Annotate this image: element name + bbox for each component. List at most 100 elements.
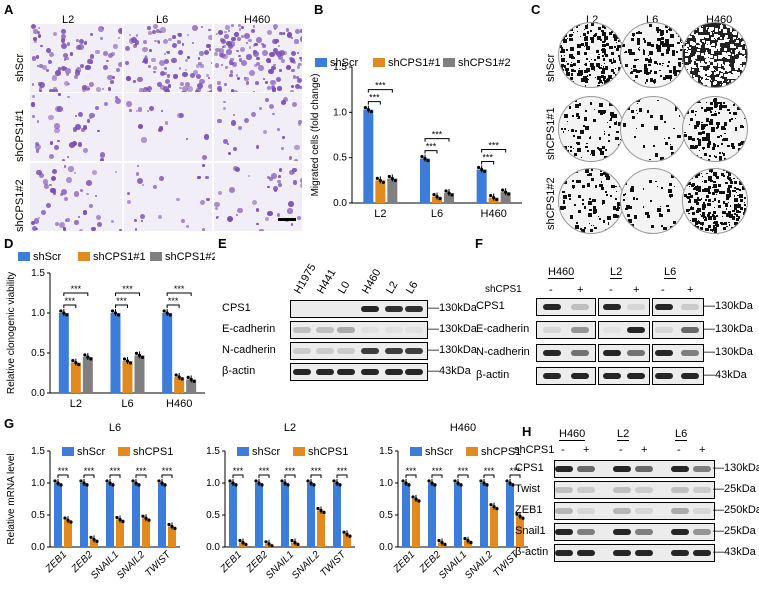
colony-dot <box>612 58 615 60</box>
cell-dot <box>238 28 241 31</box>
cell-dot <box>33 217 40 224</box>
colony-dot <box>704 179 708 183</box>
x-tick-label: SNAIL2 <box>463 549 495 581</box>
data-point <box>65 313 69 317</box>
colony-dot <box>610 113 615 118</box>
sig-label: *** <box>482 152 493 162</box>
colony-dot <box>700 43 703 46</box>
colony-dot <box>708 211 712 215</box>
cell-dot <box>36 64 40 68</box>
micrograph <box>30 163 122 231</box>
colony-dot <box>657 48 661 53</box>
cell-dot <box>59 192 63 196</box>
blot-strip <box>598 344 650 362</box>
colony-dot <box>736 214 739 216</box>
colony-dot <box>729 205 732 207</box>
colony-well <box>558 22 624 88</box>
panel-a-row-label: shScr <box>14 53 26 82</box>
band <box>337 348 355 354</box>
colony-dot <box>706 189 710 192</box>
colony-dot <box>714 63 718 67</box>
cell-dot <box>223 83 227 87</box>
blot-strip <box>536 321 596 339</box>
colony-dot <box>590 229 594 233</box>
data-point <box>322 510 326 515</box>
sig-bracket <box>405 474 417 478</box>
colony-dot <box>613 121 617 125</box>
sig-label: *** <box>426 142 437 152</box>
colony-dot <box>727 71 729 73</box>
data-point <box>174 373 178 377</box>
colony-dot <box>642 206 645 208</box>
colony-dot <box>735 80 738 84</box>
data-point <box>290 538 294 543</box>
sig-bracket <box>336 474 348 478</box>
blot-row-label: Snail1 <box>515 525 546 537</box>
cell-dot <box>241 35 245 39</box>
colony-dot <box>684 37 686 39</box>
cell-dot <box>55 221 60 226</box>
cell-dot <box>61 189 67 196</box>
colony-dot <box>599 103 603 108</box>
colony-dot <box>602 67 604 69</box>
sig-bracket <box>509 474 521 478</box>
cell-dot <box>276 179 281 184</box>
cell-dot <box>253 50 260 57</box>
colony-dot <box>689 145 694 150</box>
colony-dot <box>649 179 652 183</box>
colony-dot <box>586 23 589 26</box>
colony-well <box>682 22 748 88</box>
colony-dot <box>728 27 730 29</box>
colony-dot <box>642 188 644 190</box>
cell-dot <box>249 69 256 76</box>
colony-dot <box>569 198 571 200</box>
band <box>635 487 653 493</box>
colony-dot <box>699 156 702 160</box>
colony-dot <box>563 69 565 71</box>
cell-dot <box>167 50 171 54</box>
colony-well <box>620 22 686 88</box>
colony-dot <box>743 65 746 68</box>
kda-label: —130kDa <box>704 346 753 358</box>
colony-dot <box>740 206 744 211</box>
colony-dot <box>688 74 692 78</box>
colony-dot <box>695 145 698 148</box>
cell-dot <box>83 125 88 130</box>
colony-dot <box>614 197 618 201</box>
colony-dot <box>694 59 696 62</box>
colony-dot <box>566 149 569 153</box>
colony-dot <box>612 34 617 39</box>
cell-dot <box>173 73 178 79</box>
colony-dot <box>562 38 565 41</box>
band <box>405 327 423 333</box>
colony-dot <box>653 61 657 65</box>
colony-dot <box>663 226 667 231</box>
data-point <box>507 192 511 196</box>
colony-dot <box>698 62 702 67</box>
cell-dot <box>88 82 94 88</box>
colony-dot <box>699 67 704 72</box>
data-point <box>521 516 525 520</box>
cell-dot <box>40 44 43 48</box>
colony-dot <box>563 202 565 204</box>
cell-dot <box>152 185 157 190</box>
blot-row-label: β-actin <box>222 365 256 377</box>
colony-dot <box>615 136 619 141</box>
colony-dot <box>736 63 740 68</box>
data-point <box>257 481 261 485</box>
colony-dot <box>706 80 710 84</box>
band <box>293 348 311 354</box>
colony-dot <box>720 125 725 130</box>
colony-dot <box>705 118 709 122</box>
colony-dot <box>733 186 737 190</box>
colony-dot <box>717 43 719 45</box>
colony-dot <box>659 75 663 78</box>
cell-dot <box>281 136 285 140</box>
cell-dot <box>255 208 260 212</box>
cell-dot <box>201 163 205 167</box>
colony-dot <box>690 33 693 36</box>
cell-dot <box>134 40 139 45</box>
colony-dot <box>561 73 563 75</box>
cell-dot <box>246 54 252 60</box>
y-tick-label: 1.0 <box>206 478 220 489</box>
